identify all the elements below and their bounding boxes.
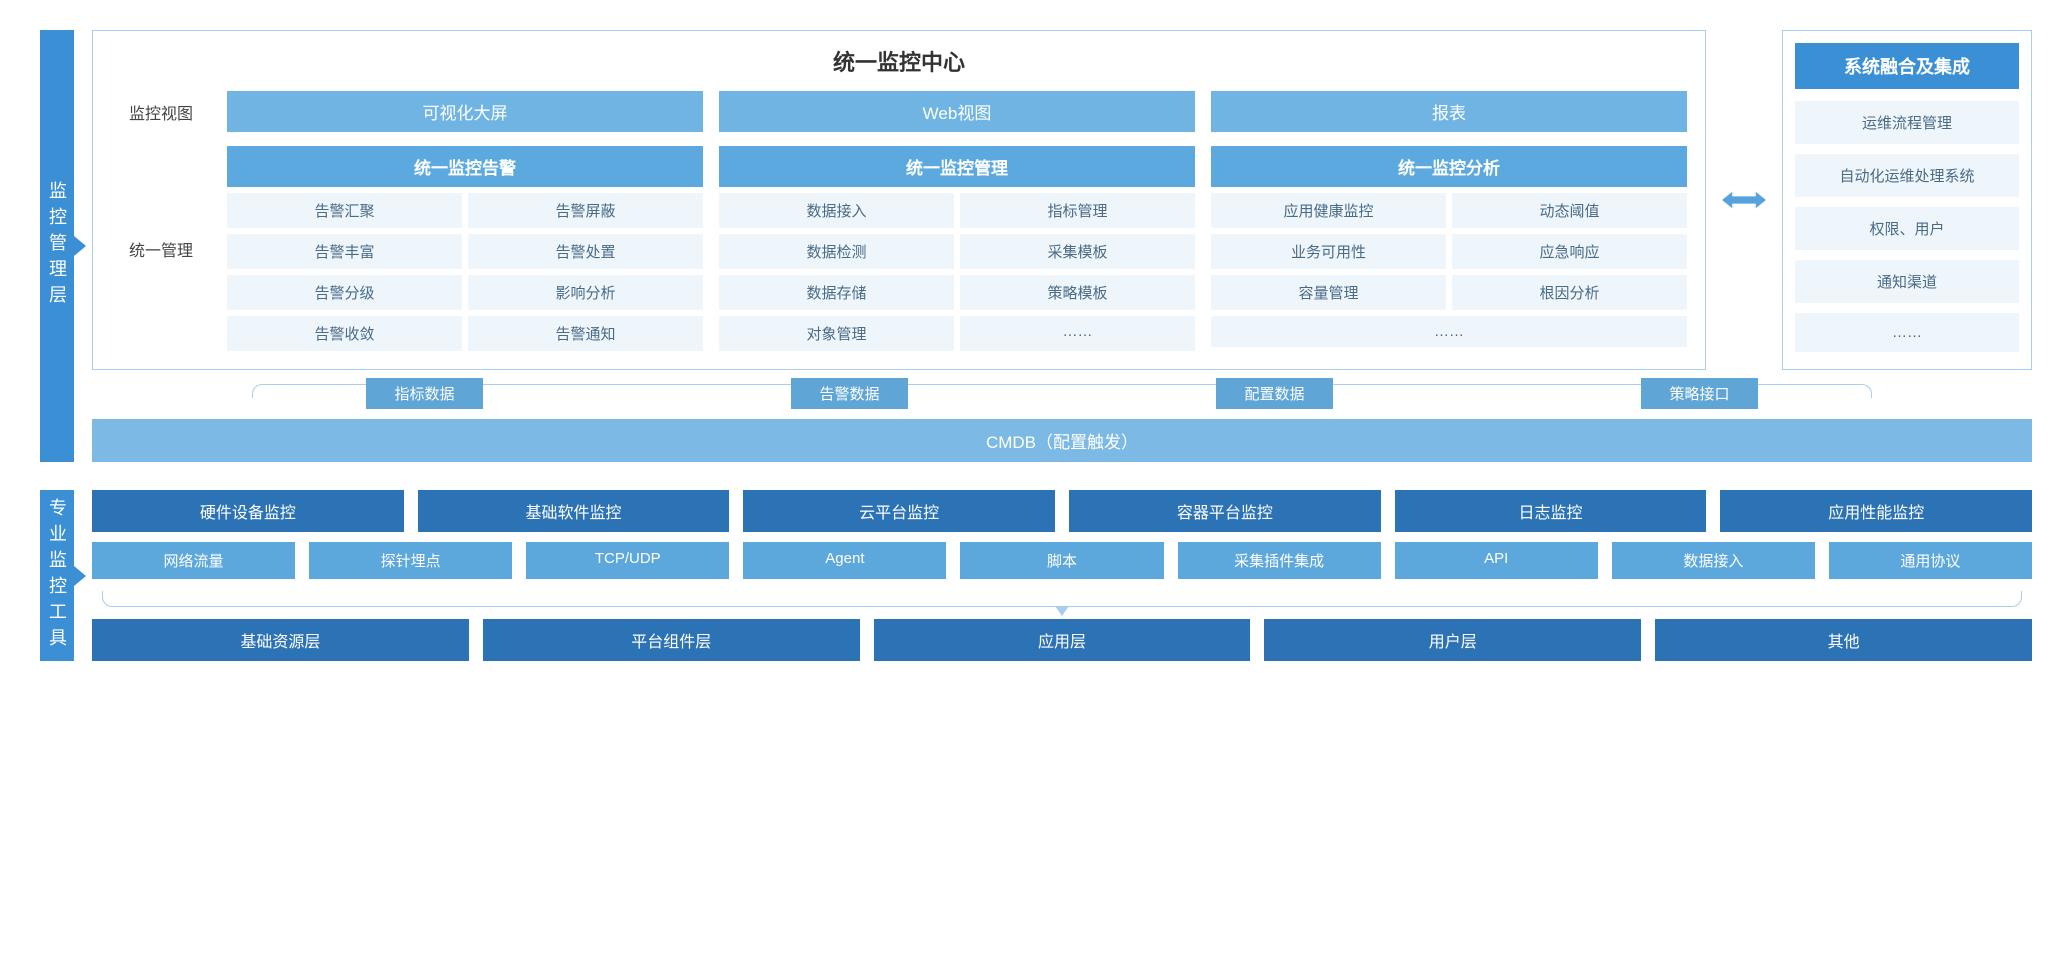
tier-monitoring-tools: 专业监控工具 硬件设备监控 基础软件监控 云平台监控 容器平台监控 日志监控 应… (40, 490, 2032, 661)
tools-row-1: 硬件设备监控 基础软件监控 云平台监控 容器平台监控 日志监控 应用性能监控 (92, 490, 2032, 532)
mgmt-head-manage: 统一监控管理 (719, 146, 1195, 187)
cell: 告警处置 (468, 234, 703, 269)
method-chip: 采集插件集成 (1178, 542, 1381, 579)
method-chip: Agent (743, 542, 946, 579)
cell: …… (1211, 316, 1687, 347)
cmdb-bar: CMDB（配置触发） (92, 419, 2032, 462)
mgmt-grid-alarm: 告警汇聚 告警屏蔽 告警丰富 告警处置 告警分级 影响分析 告警收敛 告警通知 (227, 187, 703, 351)
side-label-bottom: 专业监控工具 (40, 490, 74, 661)
cell: …… (960, 316, 1195, 351)
method-chip: 数据接入 (1612, 542, 1815, 579)
cell: 告警通知 (468, 316, 703, 351)
integration-title: 系统融合及集成 (1795, 43, 2019, 89)
cell: 告警分级 (227, 275, 462, 310)
integration-item: 通知渠道 (1795, 260, 2019, 303)
cell: 告警丰富 (227, 234, 462, 269)
method-chip: API (1395, 542, 1598, 579)
cell: 告警汇聚 (227, 193, 462, 228)
side-pointer-icon (74, 236, 86, 256)
unified-monitoring-center-panel: 统一监控中心 监控视图 可视化大屏 Web视图 报表 统一管理 统一监控告警 (92, 30, 1706, 370)
cell: 根因分析 (1452, 275, 1687, 310)
mgmt-head-alarm: 统一监控告警 (227, 146, 703, 187)
side-pointer-icon (74, 566, 86, 586)
cell: 策略模板 (960, 275, 1195, 310)
layers-row: 基础资源层 平台组件层 应用层 用户层 其他 (92, 619, 2032, 661)
architecture-diagram: 监控管理层 统一监控中心 监控视图 可视化大屏 Web视图 报表 (40, 30, 2032, 661)
cell: 应急响应 (1452, 234, 1687, 269)
cell: 采集模板 (960, 234, 1195, 269)
tool-chip: 应用性能监控 (1720, 490, 2032, 532)
cell: 影响分析 (468, 275, 703, 310)
integration-item: 权限、用户 (1795, 207, 2019, 250)
cell: 应用健康监控 (1211, 193, 1446, 228)
tool-chip: 硬件设备监控 (92, 490, 404, 532)
integration-panel: 系统融合及集成 运维流程管理 自动化运维处理系统 权限、用户 通知渠道 …… (1782, 30, 2032, 370)
cell: 告警屏蔽 (468, 193, 703, 228)
method-chip: 探针埋点 (309, 542, 512, 579)
mgmt-head-analysis: 统一监控分析 (1211, 146, 1687, 187)
tool-chip: 日志监控 (1395, 490, 1707, 532)
flow-chip-config: 配置数据 (1216, 378, 1332, 409)
cell: 指标管理 (960, 193, 1195, 228)
cell: 容量管理 (1211, 275, 1446, 310)
tier-monitoring-management: 监控管理层 统一监控中心 监控视图 可视化大屏 Web视图 报表 (40, 30, 2032, 462)
method-chip: 网络流量 (92, 542, 295, 579)
views-row-label: 监控视图 (111, 91, 211, 132)
integration-item: …… (1795, 313, 2019, 352)
integration-item: 自动化运维处理系统 (1795, 154, 2019, 197)
flow-chip-alarm: 告警数据 (791, 378, 907, 409)
mgmt-row: 统一管理 统一监控告警 告警汇聚 告警屏蔽 告警丰富 告警处置 告警分级 影响分… (111, 146, 1687, 351)
layer-chip: 应用层 (874, 619, 1251, 661)
cell: 业务可用性 (1211, 234, 1446, 269)
flow-chip-metric: 指标数据 (366, 378, 482, 409)
view-web: Web视图 (719, 91, 1195, 132)
side-label-bottom-text: 专业监控工具 (44, 498, 70, 654)
cell: 数据存储 (719, 275, 954, 310)
tool-chip: 基础软件监控 (418, 490, 730, 532)
mgmt-block-alarm: 统一监控告警 告警汇聚 告警屏蔽 告警丰富 告警处置 告警分级 影响分析 告警收… (227, 146, 703, 351)
integration-item: 运维流程管理 (1795, 101, 2019, 144)
view-report: 报表 (1211, 91, 1687, 132)
method-chip: 脚本 (960, 542, 1163, 579)
layer-chip: 平台组件层 (483, 619, 860, 661)
cell: 动态阈值 (1452, 193, 1687, 228)
main-title: 统一监控中心 (111, 45, 1687, 77)
side-label-top: 监控管理层 (40, 30, 74, 462)
layer-chip: 其他 (1655, 619, 2032, 661)
mgmt-row-label: 统一管理 (111, 146, 211, 351)
flow-chip-policy: 策略接口 (1641, 378, 1757, 409)
layer-chip: 用户层 (1264, 619, 1641, 661)
tool-chip: 云平台监控 (743, 490, 1055, 532)
mgmt-grid-analysis: 应用健康监控 动态阈值 业务可用性 应急响应 容量管理 根因分析 …… (1211, 187, 1687, 347)
mgmt-block-analysis: 统一监控分析 应用健康监控 动态阈值 业务可用性 应急响应 容量管理 根因分析 … (1211, 146, 1687, 351)
cell: 告警收敛 (227, 316, 462, 351)
method-chip: 通用协议 (1829, 542, 2032, 579)
side-label-top-text: 监控管理层 (44, 181, 70, 311)
layer-chip: 基础资源层 (92, 619, 469, 661)
views-row: 监控视图 可视化大屏 Web视图 报表 (111, 91, 1687, 132)
method-chip: TCP/UDP (526, 542, 729, 579)
mgmt-grid-manage: 数据接入 指标管理 数据检测 采集模板 数据存储 策略模板 对象管理 …… (719, 187, 1195, 351)
downward-bracket-icon (102, 591, 2022, 607)
tool-chip: 容器平台监控 (1069, 490, 1381, 532)
tools-row-2: 网络流量 探针埋点 TCP/UDP Agent 脚本 采集插件集成 API 数据… (92, 542, 2032, 579)
cell: 数据接入 (719, 193, 954, 228)
bidirectional-arrow-icon (1720, 30, 1768, 370)
integration-items: 运维流程管理 自动化运维处理系统 权限、用户 通知渠道 …… (1795, 101, 2019, 357)
cell: 数据检测 (719, 234, 954, 269)
flow-row: 指标数据 告警数据 配置数据 策略接口 (92, 378, 2032, 409)
top-tier-body: 统一监控中心 监控视图 可视化大屏 Web视图 报表 统一管理 统一监控告警 (92, 30, 2032, 462)
mgmt-block-manage: 统一监控管理 数据接入 指标管理 数据检测 采集模板 数据存储 策略模板 对象管… (719, 146, 1195, 351)
view-visual-screen: 可视化大屏 (227, 91, 703, 132)
cell: 对象管理 (719, 316, 954, 351)
top-row: 统一监控中心 监控视图 可视化大屏 Web视图 报表 统一管理 统一监控告警 (92, 30, 2032, 370)
bottom-tier-body: 硬件设备监控 基础软件监控 云平台监控 容器平台监控 日志监控 应用性能监控 网… (92, 490, 2032, 661)
